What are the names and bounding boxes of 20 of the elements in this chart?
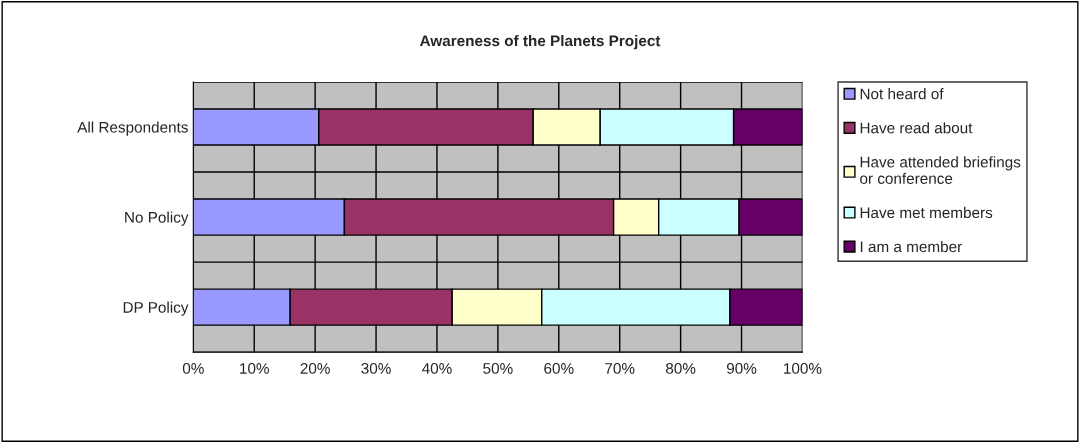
legend-label: Have met members: [860, 206, 993, 219]
x-tick-label: 70%: [605, 363, 635, 374]
legend-label: Have read about: [860, 122, 973, 134]
x-tick-label: 60%: [544, 363, 574, 374]
x-tick-label: 100%: [784, 363, 822, 374]
legend-label: Not heard of: [860, 88, 944, 100]
y-tick-label: No Policy: [125, 211, 189, 226]
x-tick-label: 50%: [483, 363, 513, 374]
x-tick-label: 90%: [726, 363, 757, 374]
x-tick-label: 20%: [300, 363, 330, 374]
x-tick-label: 80%: [665, 363, 696, 374]
x-tick-label: 30%: [361, 363, 391, 374]
x-tick-label: 40%: [422, 363, 452, 374]
y-tick-label: DP Policy: [123, 301, 189, 316]
y-tick-label: All Respondents: [77, 121, 188, 136]
x-tick-label: 10%: [240, 363, 269, 374]
chart-title: Awareness of the Planets Project: [419, 34, 661, 50]
legend-label: I am a member: [860, 240, 962, 253]
legend-label: Have attended briefings or conference: [860, 156, 1021, 184]
x-tick-label: 0%: [182, 363, 204, 374]
